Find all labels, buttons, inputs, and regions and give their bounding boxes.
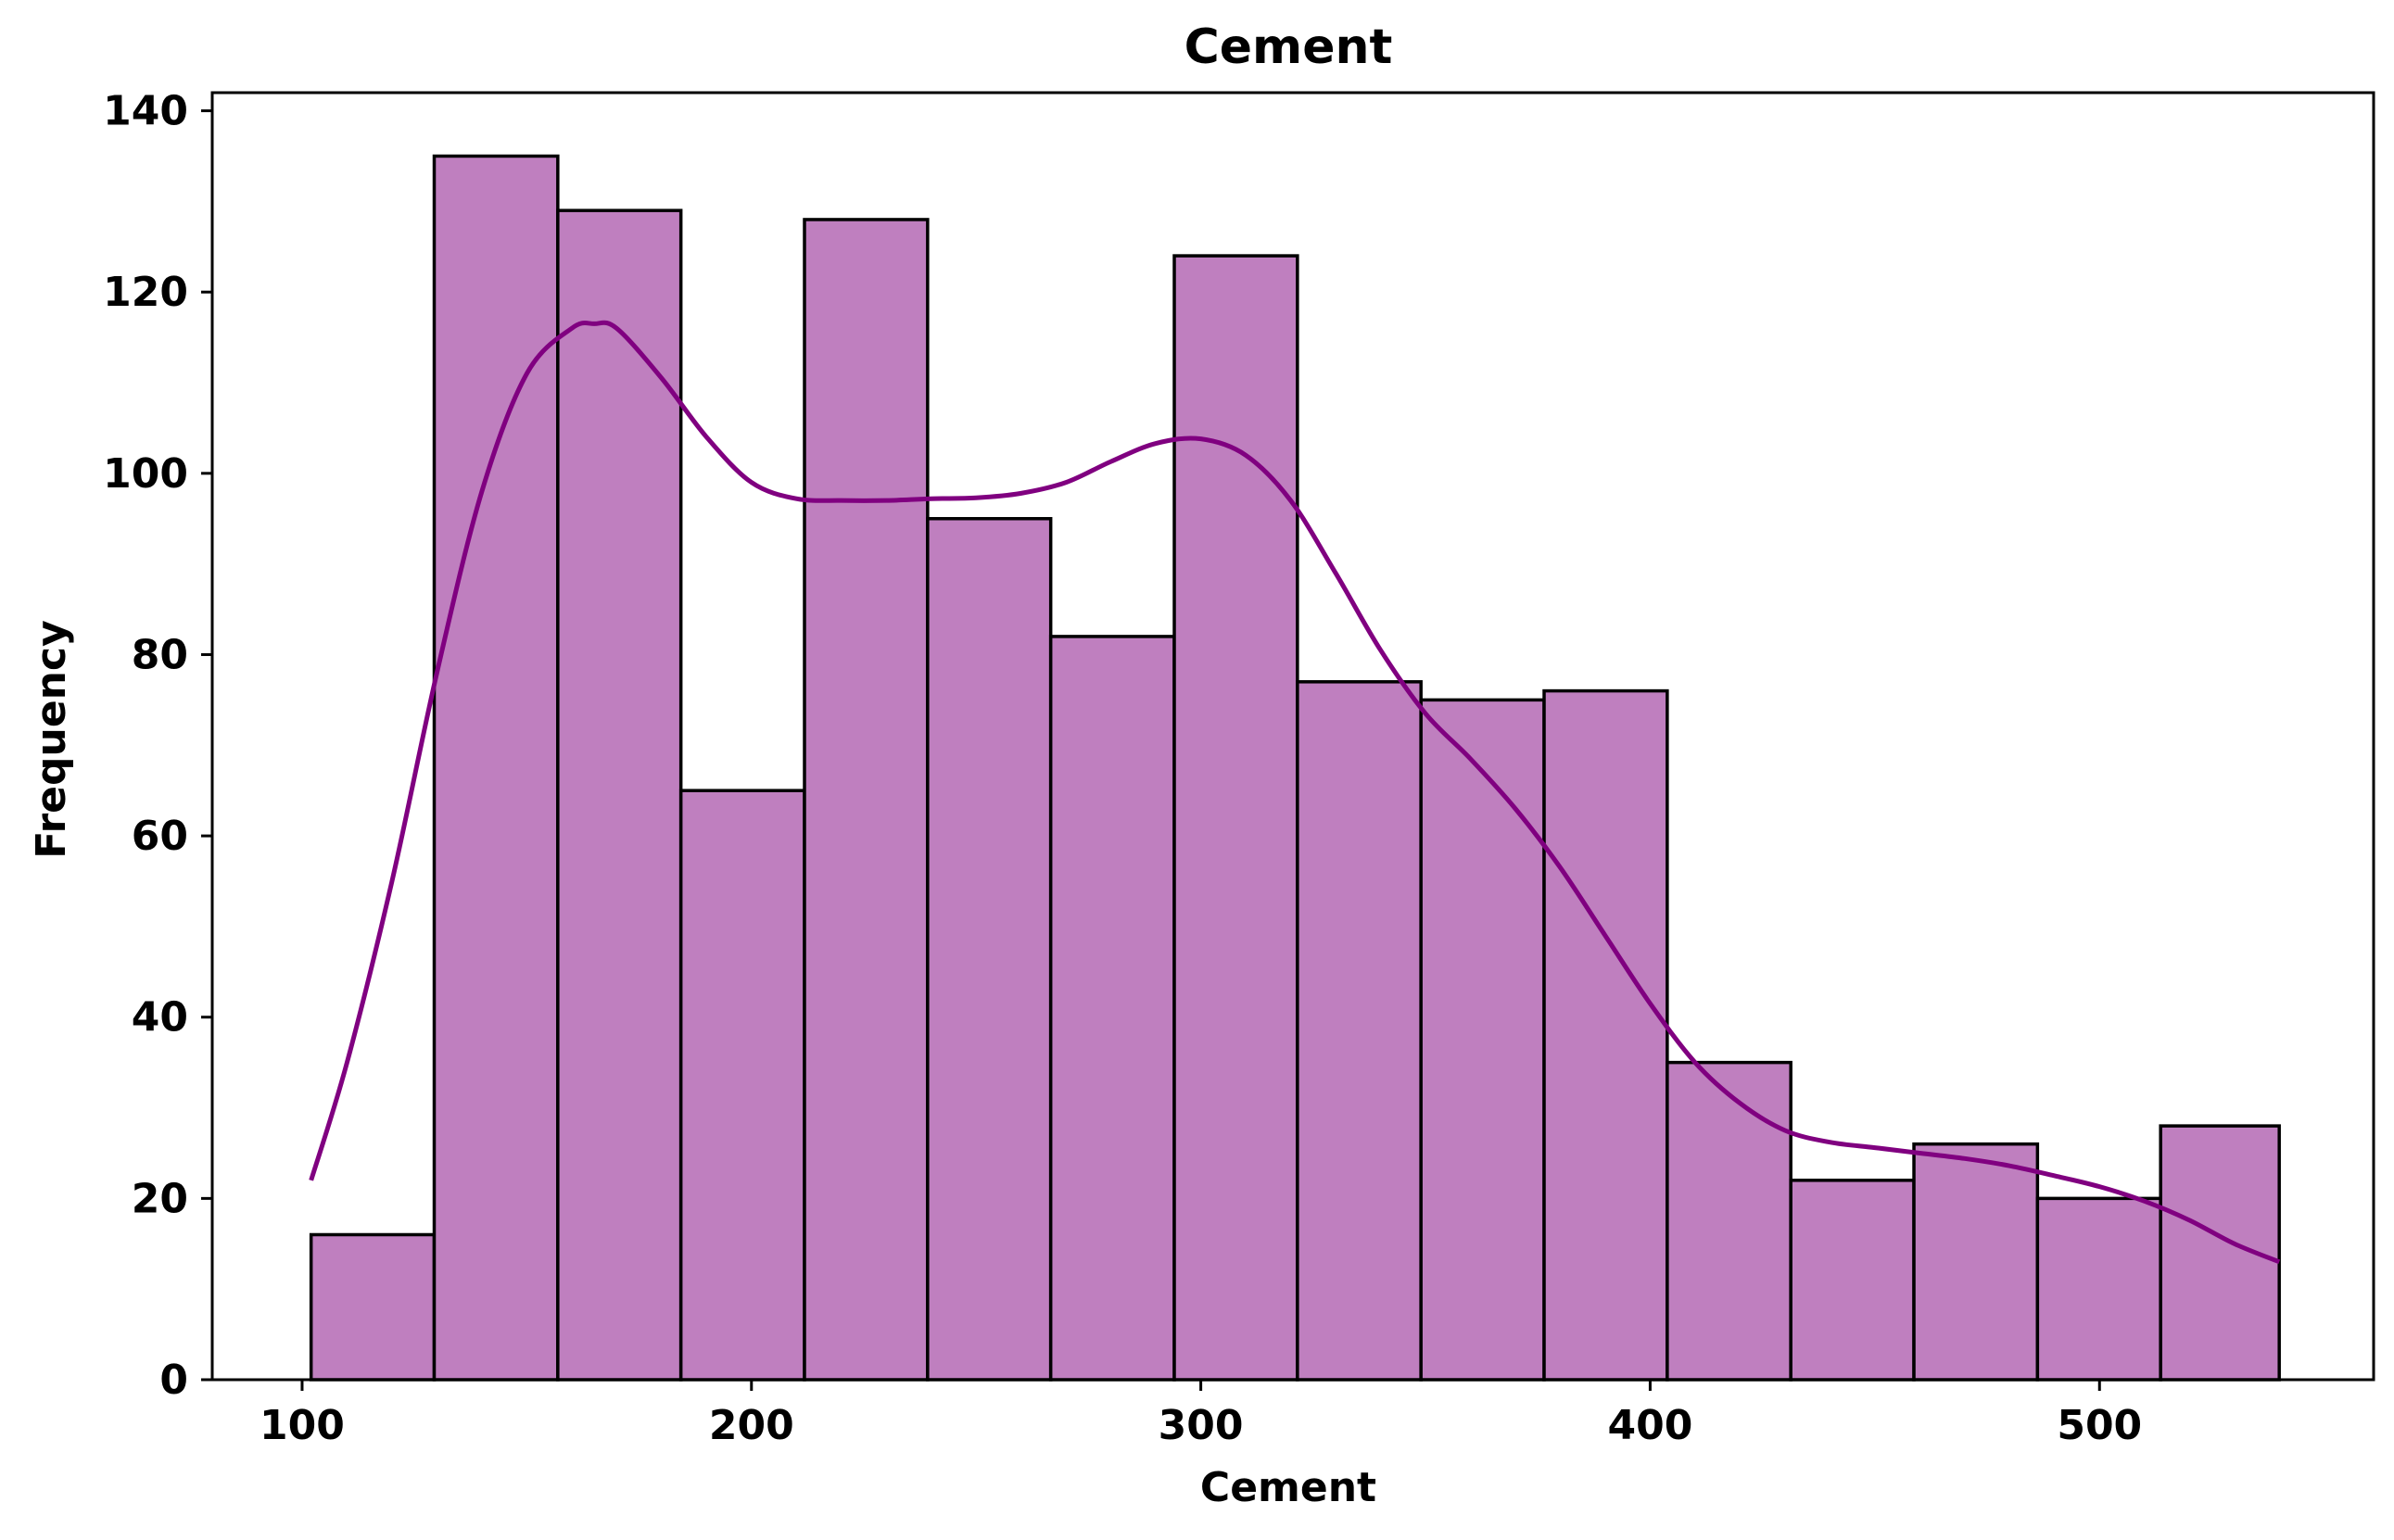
histogram-bar [1666, 1060, 1792, 1382]
plot-frame [210, 91, 2375, 1382]
x-axis-ticks: 100 200 300 400 500 [260, 1380, 2142, 1449]
y-tick-label: 80 [132, 631, 188, 678]
y-axis-label: Frequency [28, 620, 75, 859]
x-tick-label: 400 [1608, 1402, 1693, 1449]
histogram-bar [926, 516, 1053, 1382]
histogram-bar [2035, 1196, 2162, 1382]
histogram-bar [432, 154, 560, 1382]
histogram-bar [1048, 635, 1176, 1382]
y-tick-label: 0 [159, 1357, 188, 1404]
kde-layer [309, 320, 2281, 1265]
bars-layer [309, 154, 2281, 1382]
y-tick-label: 20 [132, 1175, 188, 1222]
y-tick-label: 120 [103, 269, 188, 316]
chart-title: Cement [1184, 19, 1393, 75]
x-tick-label: 300 [1159, 1402, 1244, 1449]
histogram-bar [1172, 254, 1299, 1382]
histogram-bar [678, 789, 806, 1382]
y-tick-label: 140 [103, 88, 188, 135]
histogram-bar [309, 1232, 437, 1382]
x-axis-label: Cement [1200, 1464, 1376, 1511]
x-tick-label: 500 [2057, 1402, 2142, 1449]
histogram-bar [1789, 1179, 1916, 1382]
y-tick-label: 40 [132, 994, 188, 1041]
y-tick-label: 100 [103, 450, 188, 498]
y-axis-ticks: 0 20 40 60 80 100 120 140 [103, 88, 212, 1404]
x-tick-label: 100 [260, 1402, 345, 1449]
histogram-bar [1912, 1142, 2040, 1382]
histogram-bar [803, 218, 930, 1382]
histogram-bar [1419, 698, 1546, 1382]
histogram-bar [556, 208, 683, 1382]
kde-curve [309, 320, 2281, 1265]
y-tick-label: 60 [132, 813, 188, 860]
x-tick-label: 200 [709, 1402, 794, 1449]
histogram-bar [1542, 688, 1669, 1382]
histogram-bar [1296, 680, 1423, 1382]
